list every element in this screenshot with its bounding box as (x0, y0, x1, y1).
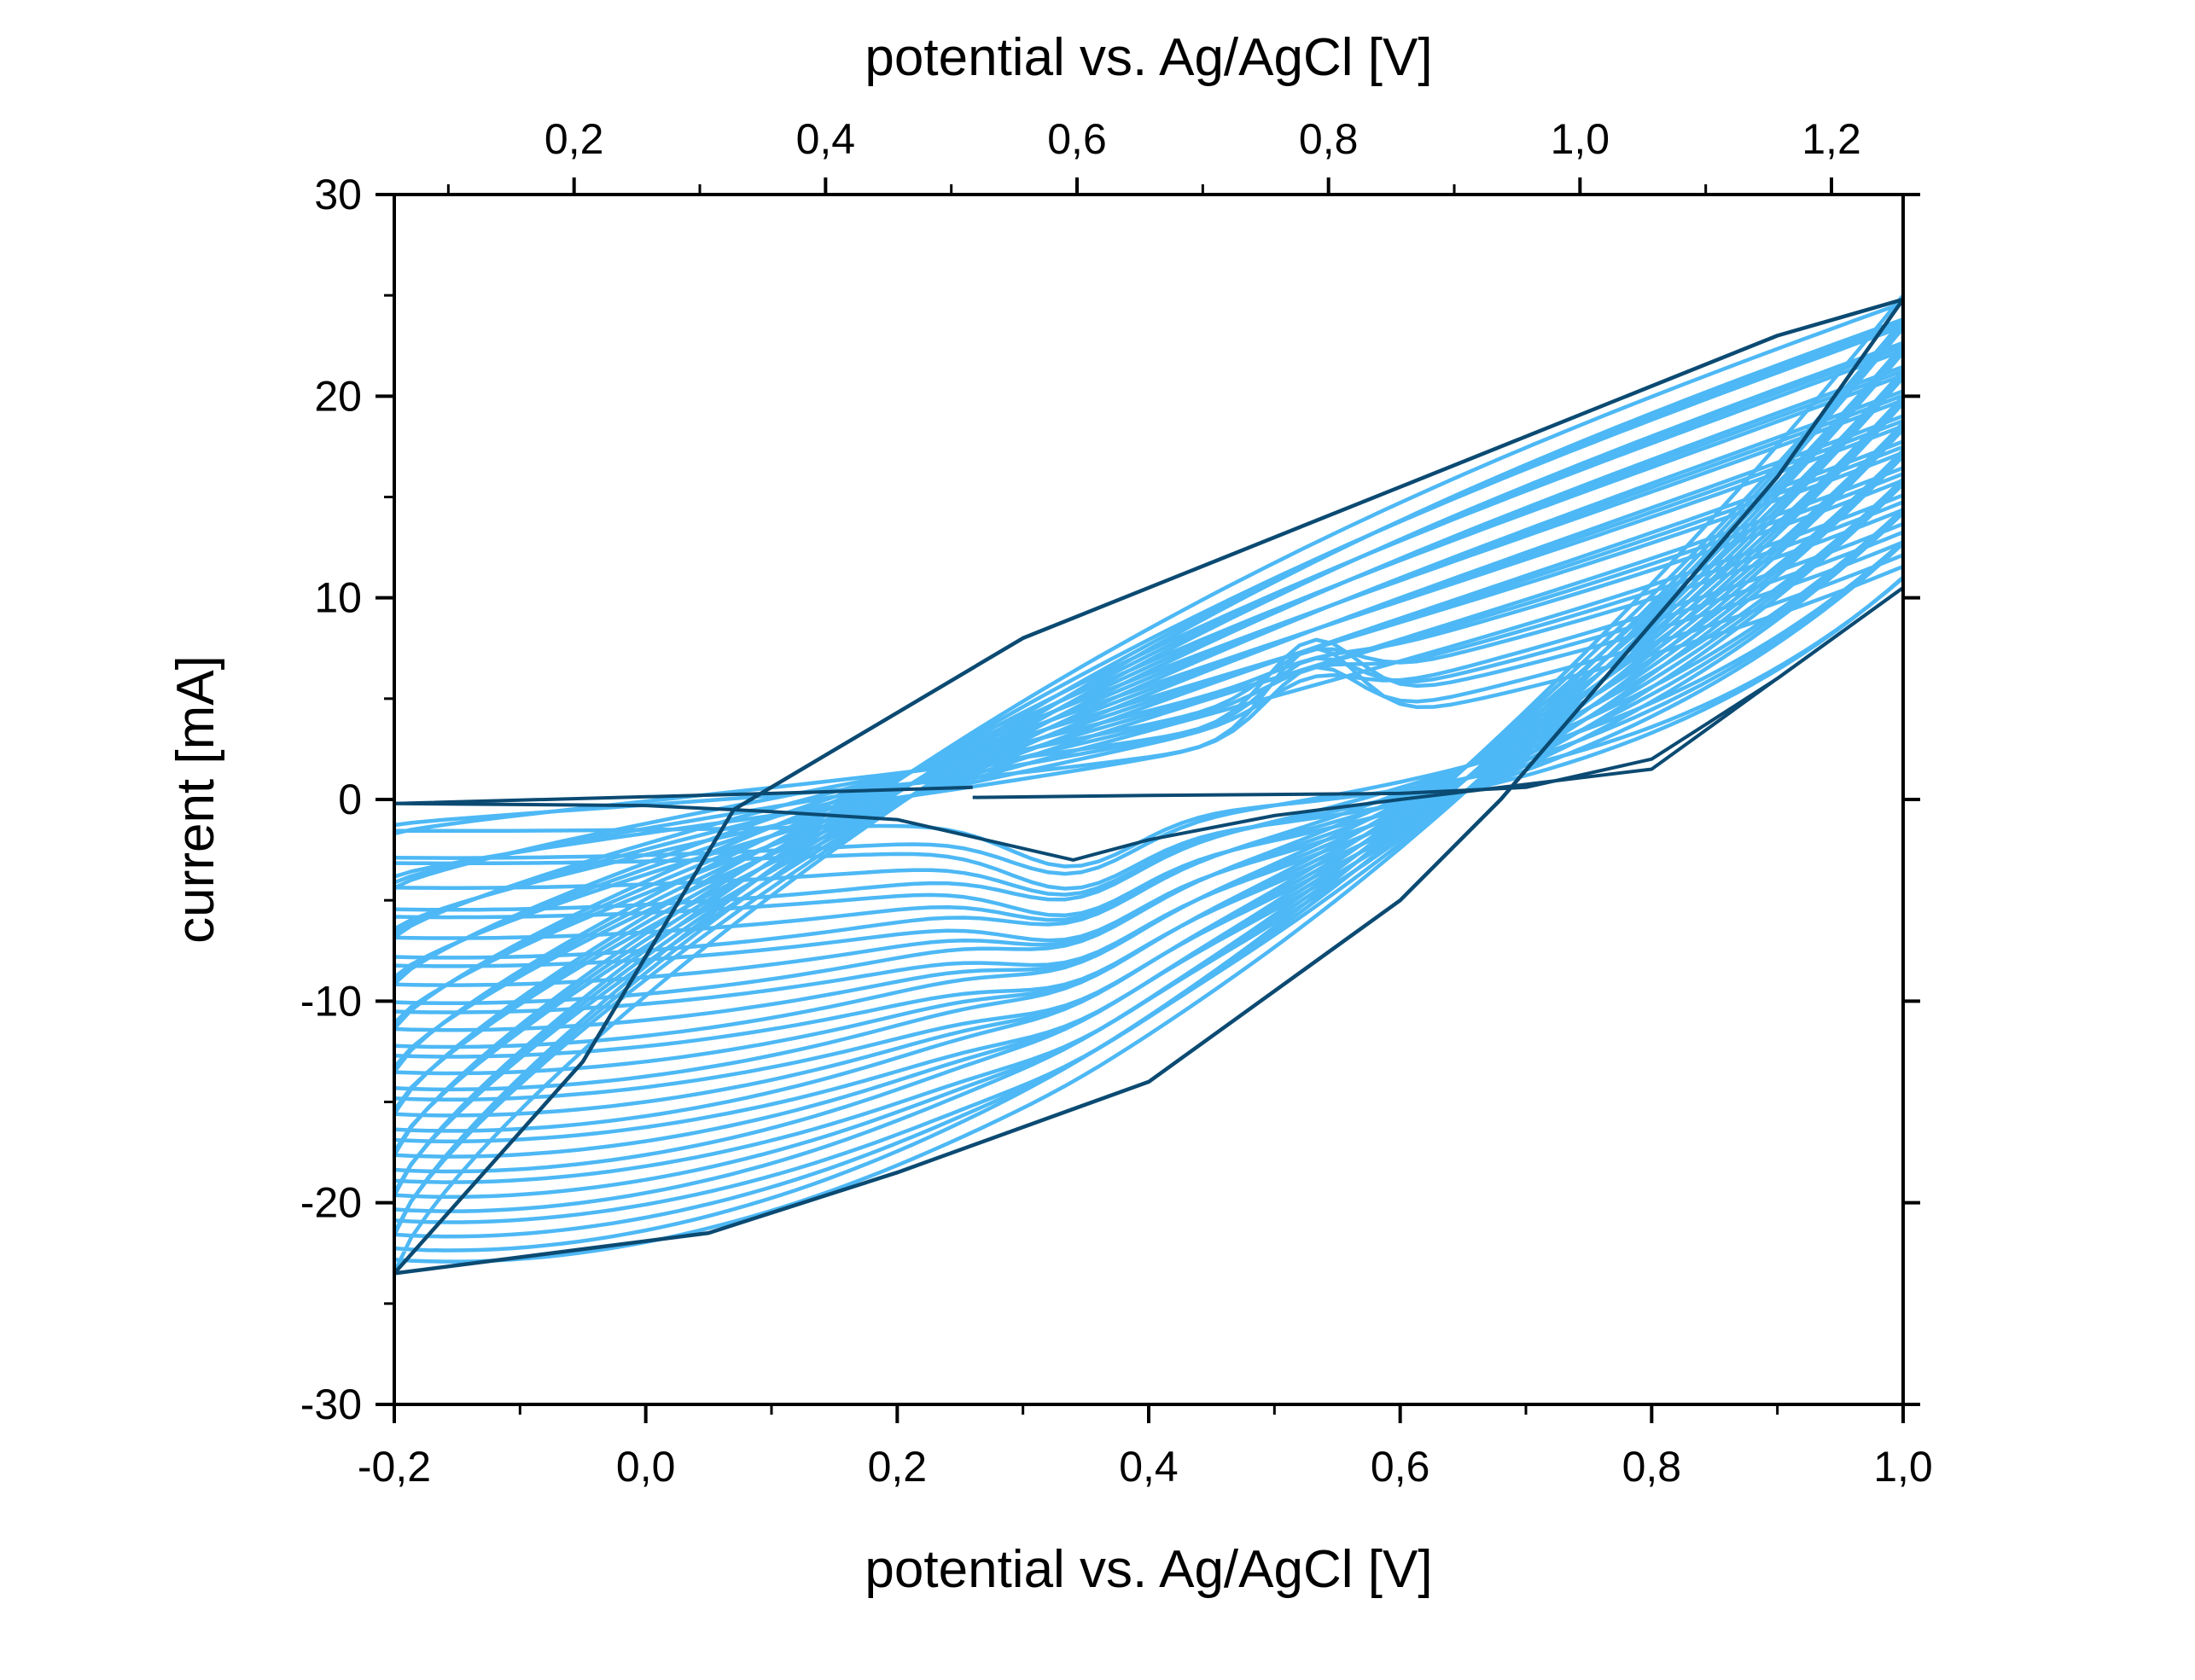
y-tick-label: 30 (314, 171, 362, 218)
top-x-axis: 0,2 0,4 0,6 0,8 1,0 1,2 (446, 115, 1861, 195)
cv-last-cycle-anodic (394, 297, 1903, 1275)
cv-last-cycle-cathodic (394, 298, 1903, 1276)
x-tick-label: 0,8 (1622, 1443, 1682, 1491)
y-tick-label: 20 (314, 372, 362, 420)
cv-curves (394, 293, 1903, 1276)
x-tick-label: 0,0 (616, 1443, 676, 1491)
y-tick-label: 0 (338, 776, 362, 823)
y-tick-label: -10 (300, 977, 362, 1025)
cv-cycle-line (394, 300, 1903, 1264)
y-axis: 30 20 10 0 -10 -20 -30 (300, 171, 1920, 1428)
top-x-axis-title: potential vs. Ag/AgCl [V] (865, 28, 1432, 87)
y-tick-label: -20 (300, 1179, 362, 1227)
cv-cycle-line (394, 293, 1903, 1275)
top-x-tick-label: 1,0 (1551, 115, 1610, 163)
x-tick-label: 1,0 (1873, 1443, 1933, 1491)
y-axis-title: current [mA] (166, 655, 225, 944)
top-x-tick-label: 0,6 (1047, 115, 1107, 163)
x-tick-label: -0,2 (358, 1443, 431, 1491)
bottom-x-axis-title: potential vs. Ag/AgCl [V] (865, 1540, 1432, 1599)
x-tick-label: 0,4 (1119, 1443, 1179, 1491)
x-tick-label: 0,6 (1371, 1443, 1430, 1491)
x-tick-label: 0,2 (868, 1443, 928, 1491)
bottom-x-axis: -0,2 0,0 0,2 0,4 0,6 0,8 1,0 (358, 1404, 1933, 1491)
y-tick-label: -30 (300, 1381, 362, 1428)
top-x-tick-label: 0,2 (544, 115, 604, 163)
top-x-tick-label: 0,8 (1299, 115, 1359, 163)
top-x-tick-label: 0,4 (796, 115, 856, 163)
top-x-tick-label: 1,2 (1802, 115, 1861, 163)
y-tick-label: 10 (314, 574, 362, 622)
cv-first-cycle-return (394, 785, 973, 805)
cv-cycle-line (394, 324, 1903, 1224)
cv-first-cycle-cathodic (394, 586, 1903, 862)
